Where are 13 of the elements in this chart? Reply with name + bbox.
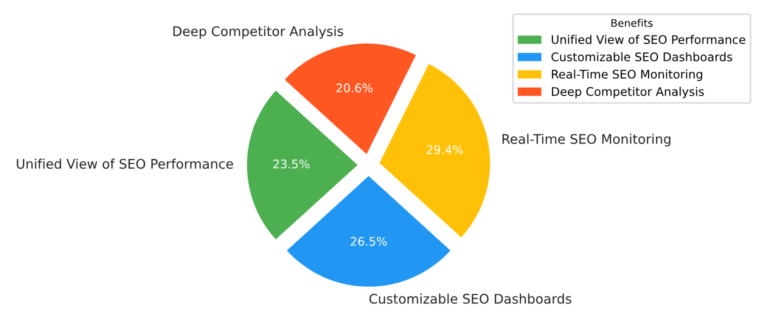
legend-label: Customizable SEO Dashboards (551, 52, 732, 62)
legend-title: Benefits (612, 18, 653, 27)
legend-label: Real-Time SEO Monitoring (552, 70, 702, 81)
legend-label: Deep Competitor Analysis (552, 86, 704, 98)
slice-label: Deep Competitor Analysis (173, 26, 344, 39)
data-label: 26.5% (350, 236, 387, 246)
slice-label: Customizable SEO Dashboards (369, 294, 572, 304)
legend-label: Unified View of SEO Performance (552, 34, 746, 44)
slice-label: Real-Time SEO Monitoring (502, 134, 670, 147)
data-label: 23.5% (273, 159, 310, 168)
data-label: 29.4% (426, 145, 463, 154)
data-label: 20.6% (336, 83, 372, 92)
slice-label: Unified View of SEO Performance (16, 158, 234, 169)
